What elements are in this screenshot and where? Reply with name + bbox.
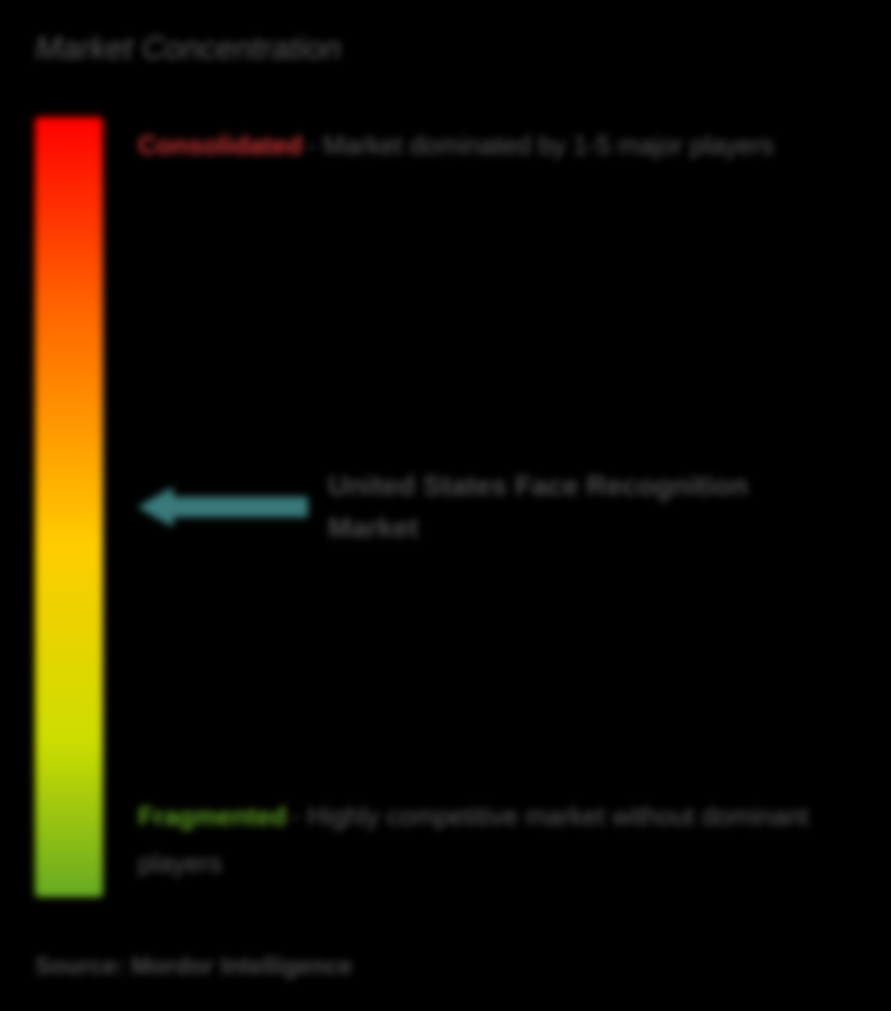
fragmented-keyword: Fragmented bbox=[138, 801, 287, 831]
consolidated-description: - Market dominated by 1-5 major players bbox=[307, 130, 774, 160]
arrow-left-icon bbox=[138, 487, 308, 527]
consolidated-keyword: Consolidated bbox=[138, 130, 303, 160]
chart-content: Consolidated - Market dominated by 1-5 m… bbox=[35, 117, 856, 897]
consolidated-label: Consolidated - Market dominated by 1-5 m… bbox=[138, 122, 836, 169]
concentration-scale-bar bbox=[35, 117, 103, 897]
source-attribution: Source: Mordor Intelligence bbox=[35, 953, 352, 981]
market-name-text: United States Face Recognition Market bbox=[328, 465, 836, 549]
labels-column: Consolidated - Market dominated by 1-5 m… bbox=[103, 117, 856, 897]
fragmented-label: Fragmented - Highly competitive market w… bbox=[138, 793, 836, 887]
chart-title: Market Concentration bbox=[35, 30, 856, 67]
market-pointer: United States Face Recognition Market bbox=[138, 465, 836, 549]
